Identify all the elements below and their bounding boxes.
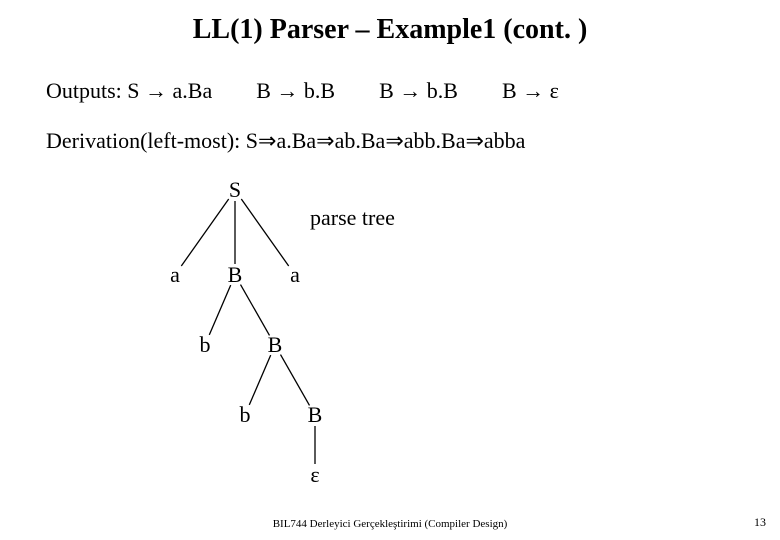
tree-node: a bbox=[170, 262, 180, 288]
slide: LL(1) Parser – Example1 (cont. ) Outputs… bbox=[0, 0, 780, 540]
tree-node: B bbox=[228, 262, 243, 288]
tree-node: a bbox=[290, 262, 300, 288]
tree-edge bbox=[181, 199, 228, 266]
tree-edge bbox=[281, 355, 310, 406]
page-number: 13 bbox=[754, 515, 766, 530]
tree-node: ε bbox=[310, 462, 319, 488]
tree-node: b bbox=[240, 402, 251, 428]
tree-edge bbox=[241, 199, 288, 266]
tree-node: S bbox=[229, 177, 241, 203]
tree-edge bbox=[209, 285, 230, 335]
tree-edges bbox=[0, 0, 780, 540]
tree-edge bbox=[241, 285, 270, 336]
footer-text: BIL744 Derleyici Gerçekleştirimi (Compil… bbox=[0, 518, 780, 530]
tree-edge bbox=[249, 355, 270, 405]
tree-node: B bbox=[308, 402, 323, 428]
tree-node: B bbox=[268, 332, 283, 358]
tree-node: b bbox=[200, 332, 211, 358]
parse-tree: Sa Ba b Bb Bε bbox=[0, 0, 780, 540]
